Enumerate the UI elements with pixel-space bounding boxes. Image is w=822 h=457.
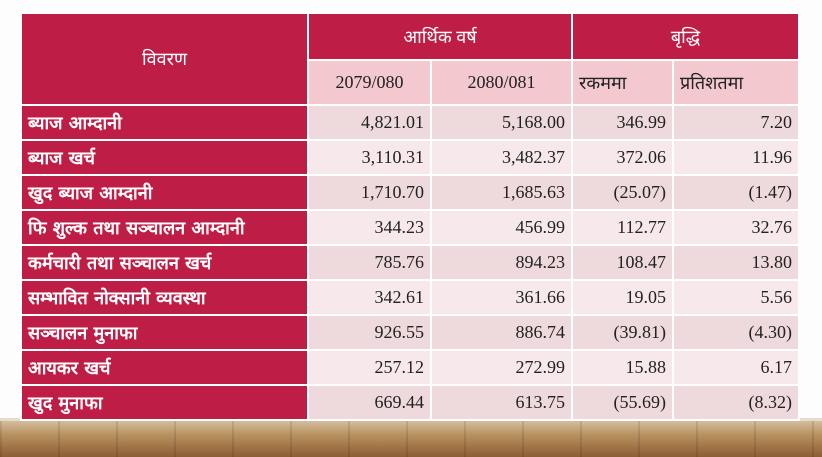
table-row: सञ्चालन मुनाफा 926.55 886.74 (39.81) (4.…: [20, 314, 801, 351]
amount-header: रकममा: [571, 59, 675, 106]
growth-percent: (4.30): [672, 314, 801, 351]
table-row: सम्भावित नोक्सानी व्यवस्था 342.61 361.66…: [20, 279, 801, 316]
growth-amount: 15.88: [571, 349, 675, 386]
fiscal-year-header: आर्थिक वर्ष: [306, 12, 574, 61]
growth-percent: 13.80: [672, 244, 801, 281]
growth-amount: 19.05: [571, 279, 675, 316]
growth-amount: 108.47: [571, 244, 675, 281]
table-row: कर्मचारी तथा सञ्चालन खर्च 785.76 894.23 …: [20, 244, 801, 281]
value-2079-080: 3,110.31: [307, 139, 432, 176]
value-2079-080: 257.12: [307, 349, 432, 386]
growth-percent: 32.76: [672, 209, 801, 246]
value-2080-081: 613.75: [429, 384, 574, 421]
value-2079-080: 4,821.01: [307, 104, 432, 141]
value-2079-080: 1,710.70: [307, 174, 432, 211]
value-2080-081: 894.23: [429, 244, 574, 281]
description-header: विवरण: [20, 12, 309, 106]
value-2080-081: 1,685.63: [429, 174, 574, 211]
value-2080-081: 886.74: [429, 314, 574, 351]
growth-percent: 11.96: [672, 139, 801, 176]
value-2079-080: 344.23: [307, 209, 432, 246]
growth-amount: 346.99: [571, 104, 675, 141]
value-2080-081: 361.66: [429, 279, 574, 316]
row-label: फि शुल्क तथा सञ्चालन आम्दानी: [20, 209, 309, 246]
table-row: फि शुल्क तथा सञ्चालन आम्दानी 344.23 456.…: [20, 209, 801, 246]
row-label: ब्याज खर्च: [20, 139, 309, 176]
value-2080-081: 272.99: [429, 349, 574, 386]
growth-amount: (39.81): [571, 314, 675, 351]
growth-percent: (1.47): [672, 174, 801, 211]
value-2079-080: 926.55: [307, 314, 432, 351]
year-2080-081-header: 2080/081: [429, 59, 574, 106]
value-2080-081: 456.99: [429, 209, 574, 246]
row-label: सम्भावित नोक्सानी व्यवस्था: [20, 279, 309, 316]
growth-percent: 5.56: [672, 279, 801, 316]
table-row: खुद मुनाफा 669.44 613.75 (55.69) (8.32): [20, 384, 801, 421]
growth-percent: 6.17: [672, 349, 801, 386]
row-label: ब्याज आम्दानी: [20, 104, 309, 141]
wooden-floor-decoration: [0, 418, 822, 457]
value-2079-080: 342.61: [307, 279, 432, 316]
row-label: खुद ब्याज आम्दानी: [20, 174, 309, 211]
value-2080-081: 3,482.37: [429, 139, 574, 176]
financial-summary-table: विवरण आर्थिक वर्ष बृद्धि 2079/080 2080/0…: [20, 12, 801, 421]
growth-percent: (8.32): [672, 384, 801, 421]
table-row: आयकर खर्च 257.12 272.99 15.88 6.17: [20, 349, 801, 386]
growth-amount: 112.77: [571, 209, 675, 246]
row-label: सञ्चालन मुनाफा: [20, 314, 309, 351]
table-row: खुद ब्याज आम्दानी 1,710.70 1,685.63 (25.…: [20, 174, 801, 211]
percent-header: प्रतिशतमा: [672, 59, 801, 106]
value-2079-080: 669.44: [307, 384, 432, 421]
row-label: कर्मचारी तथा सञ्चालन खर्च: [20, 244, 309, 281]
year-2079-080-header: 2079/080: [307, 59, 432, 106]
value-2080-081: 5,168.00: [429, 104, 574, 141]
growth-percent: 7.20: [672, 104, 801, 141]
table-row: ब्याज खर्च 3,110.31 3,482.37 372.06 11.9…: [20, 139, 801, 176]
value-2079-080: 785.76: [307, 244, 432, 281]
growth-header: बृद्धि: [571, 12, 801, 61]
row-label: खुद मुनाफा: [20, 384, 309, 421]
growth-amount: (55.69): [571, 384, 675, 421]
table-row: ब्याज आम्दानी 4,821.01 5,168.00 346.99 7…: [20, 104, 801, 141]
growth-amount: 372.06: [571, 139, 675, 176]
row-label: आयकर खर्च: [20, 349, 309, 386]
growth-amount: (25.07): [571, 174, 675, 211]
